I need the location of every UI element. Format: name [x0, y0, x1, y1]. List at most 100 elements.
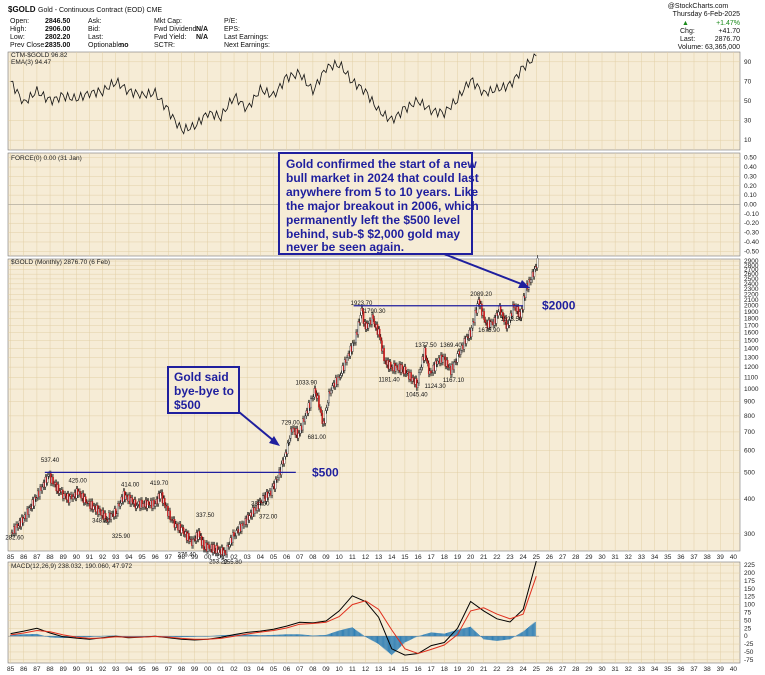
macd-histogram-bar — [416, 636, 418, 637]
ratio-legend-2: EMA(3) 94.47 — [11, 59, 51, 66]
macd-x-tick-label: 37 — [690, 666, 698, 673]
price-x-tick-label: 32 — [625, 554, 633, 561]
macd-histogram-bar — [513, 636, 515, 637]
macd-x-tick-label: 11 — [349, 666, 356, 673]
macd-histogram-bar — [486, 636, 488, 640]
macd-histogram-bar — [488, 636, 490, 640]
price-candle — [104, 513, 107, 520]
macd-x-tick-label: 08 — [309, 666, 317, 673]
price-data-label: 1790.30 — [364, 309, 386, 315]
price-candle — [226, 544, 228, 555]
macd-histogram-bar — [200, 636, 202, 637]
macd-histogram-bar — [351, 627, 353, 637]
macd-histogram-bar — [34, 634, 36, 637]
macd-histogram-bar — [436, 632, 438, 637]
price-candle — [28, 507, 31, 515]
macd-histogram-bar — [348, 628, 350, 637]
macd-histogram-bar — [470, 626, 472, 637]
macd-histogram-bar — [110, 635, 112, 637]
macd-histogram-bar — [454, 630, 456, 637]
price-data-label: 1033.90 — [295, 380, 317, 386]
ratio-legend-1: CTM-$GOLD 96.82 — [11, 52, 68, 59]
price-candle — [522, 295, 525, 310]
macd-histogram-bar — [360, 633, 362, 637]
macd-histogram-bar — [205, 636, 207, 637]
macd-histogram-bar — [119, 635, 121, 637]
price-data-label: 1675.90 — [478, 328, 500, 334]
price-candle — [161, 492, 164, 504]
macd-histogram-bar — [203, 636, 205, 637]
macd-histogram-bar — [302, 634, 304, 637]
price-candle — [331, 385, 334, 391]
macd-x-tick-label: 06 — [283, 666, 291, 673]
macd-histogram-bar — [182, 636, 184, 638]
price-candle — [404, 366, 407, 375]
macd-x-tick-label: 90 — [73, 666, 81, 673]
macd-histogram-bar — [484, 636, 486, 640]
price-x-tick-label: 92 — [99, 554, 107, 561]
macd-histogram-bar — [19, 634, 21, 637]
price-candle — [47, 474, 50, 477]
macd-histogram-bar — [94, 636, 96, 637]
macd-x-tick-label: 05 — [270, 666, 278, 673]
price-candle — [297, 432, 300, 439]
macd-histogram-bar — [288, 634, 290, 637]
price-candle — [314, 388, 317, 394]
macd-histogram-bar — [208, 636, 210, 637]
price-candle — [181, 527, 184, 529]
macd-histogram-bar — [266, 635, 268, 637]
macd-histogram-bar — [269, 634, 271, 637]
macd-histogram-bar — [364, 636, 366, 637]
macd-histogram-bar — [359, 632, 361, 637]
macd-histogram-bar — [338, 630, 340, 637]
macd-histogram-bar — [105, 635, 107, 637]
macd-histogram-bar — [474, 630, 476, 637]
quote-cell: Optionable: — [88, 42, 124, 49]
quote-date: Thursday 6-Feb-2025 — [673, 11, 740, 18]
macd-histogram-bar — [412, 636, 414, 639]
macd-histogram-bar — [345, 628, 347, 637]
macd-histogram-bar — [195, 636, 197, 637]
price-candle — [86, 501, 88, 504]
macd-histogram-bar — [245, 634, 247, 637]
macd-histogram-bar — [324, 634, 326, 637]
macd-histogram-bar — [47, 636, 49, 637]
macd-histogram-bar — [331, 633, 333, 637]
quote-cell: Prev Close: — [10, 42, 46, 49]
macd-histogram-bar — [86, 636, 88, 638]
price-tick-label: 400 — [744, 496, 755, 503]
price-candle — [159, 492, 162, 499]
macd-x-tick-label: 30 — [598, 666, 606, 673]
macd-x-tick-label: 24 — [520, 666, 528, 673]
macd-histogram-bar — [424, 634, 426, 637]
quote-cell: Fwd Dividend: — [154, 26, 198, 33]
price-x-tick-label: 94 — [125, 554, 133, 561]
price-x-tick-label: 25 — [533, 554, 541, 561]
price-candle — [418, 372, 420, 384]
macd-tick-label: -25 — [744, 641, 754, 648]
price-data-label: 253.20 — [209, 560, 228, 566]
macd-histogram-bar — [420, 635, 422, 637]
price-candle — [427, 363, 430, 375]
macd-x-tick-label: 89 — [60, 666, 68, 673]
macd-histogram-bar — [201, 636, 203, 637]
macd-histogram-bar — [271, 634, 273, 637]
price-tick-label: 1300 — [744, 355, 759, 362]
macd-histogram-bar — [306, 635, 308, 637]
macd-histogram-bar — [255, 635, 257, 637]
price-candle — [310, 398, 312, 409]
macd-histogram-bar — [487, 636, 489, 640]
price-x-tick-label: 34 — [651, 554, 659, 561]
price-data-label: 1369.40 — [440, 343, 462, 349]
price-x-tick-label: 40 — [730, 554, 738, 561]
macd-histogram-bar — [370, 636, 372, 640]
macd-x-tick-label: 16 — [414, 666, 422, 673]
macd-histogram-bar — [323, 635, 325, 637]
quote-cell: 2835.00 — [45, 42, 70, 49]
macd-histogram-bar — [216, 635, 218, 637]
macd-x-tick-label: 00 — [204, 666, 212, 673]
macd-histogram-bar — [325, 634, 327, 637]
price-candle — [381, 340, 383, 352]
macd-histogram-bar — [482, 636, 484, 639]
macd-histogram-bar — [144, 636, 146, 637]
